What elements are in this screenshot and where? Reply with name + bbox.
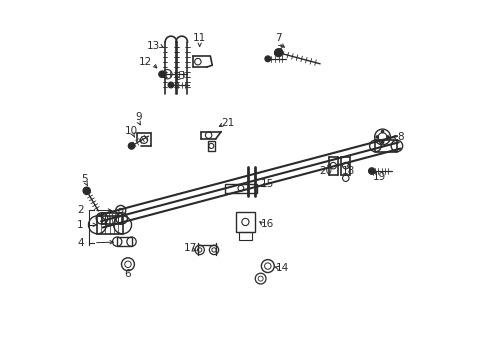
Text: 1: 1 bbox=[77, 220, 84, 230]
Bar bbox=[207, 140, 214, 151]
Circle shape bbox=[368, 168, 374, 174]
Text: 8: 8 bbox=[396, 132, 403, 142]
Text: 2: 2 bbox=[77, 206, 84, 216]
Circle shape bbox=[128, 143, 135, 149]
Circle shape bbox=[264, 56, 270, 62]
Bar bbox=[375, 140, 396, 152]
Circle shape bbox=[83, 187, 90, 194]
Text: 10: 10 bbox=[125, 126, 138, 135]
Text: 11: 11 bbox=[193, 33, 206, 43]
Bar bbox=[235, 212, 255, 232]
Text: 17: 17 bbox=[183, 243, 196, 253]
Text: 16: 16 bbox=[261, 219, 274, 229]
Text: 12: 12 bbox=[139, 57, 152, 67]
Text: 5: 5 bbox=[81, 174, 88, 184]
Text: 4: 4 bbox=[77, 238, 84, 248]
Circle shape bbox=[381, 131, 383, 133]
Text: 6: 6 bbox=[124, 269, 131, 279]
Text: 21: 21 bbox=[221, 118, 235, 128]
Text: 3: 3 bbox=[276, 45, 283, 55]
Circle shape bbox=[381, 141, 383, 143]
Bar bbox=[102, 213, 122, 224]
Circle shape bbox=[375, 136, 378, 138]
Text: 18: 18 bbox=[341, 166, 354, 176]
Text: 14: 14 bbox=[275, 263, 288, 273]
Bar bbox=[97, 216, 122, 234]
Text: 13: 13 bbox=[146, 41, 160, 50]
Text: 20: 20 bbox=[319, 166, 332, 176]
Circle shape bbox=[274, 49, 282, 57]
Bar bbox=[224, 184, 257, 193]
Circle shape bbox=[159, 71, 165, 77]
Bar bbox=[239, 232, 251, 240]
Text: 9: 9 bbox=[135, 112, 142, 122]
Circle shape bbox=[386, 136, 388, 138]
Text: 3: 3 bbox=[178, 71, 184, 81]
Text: 15: 15 bbox=[261, 179, 274, 189]
Text: 19: 19 bbox=[371, 172, 385, 182]
Circle shape bbox=[168, 82, 174, 88]
Text: 7: 7 bbox=[275, 33, 281, 43]
Bar bbox=[117, 237, 131, 246]
